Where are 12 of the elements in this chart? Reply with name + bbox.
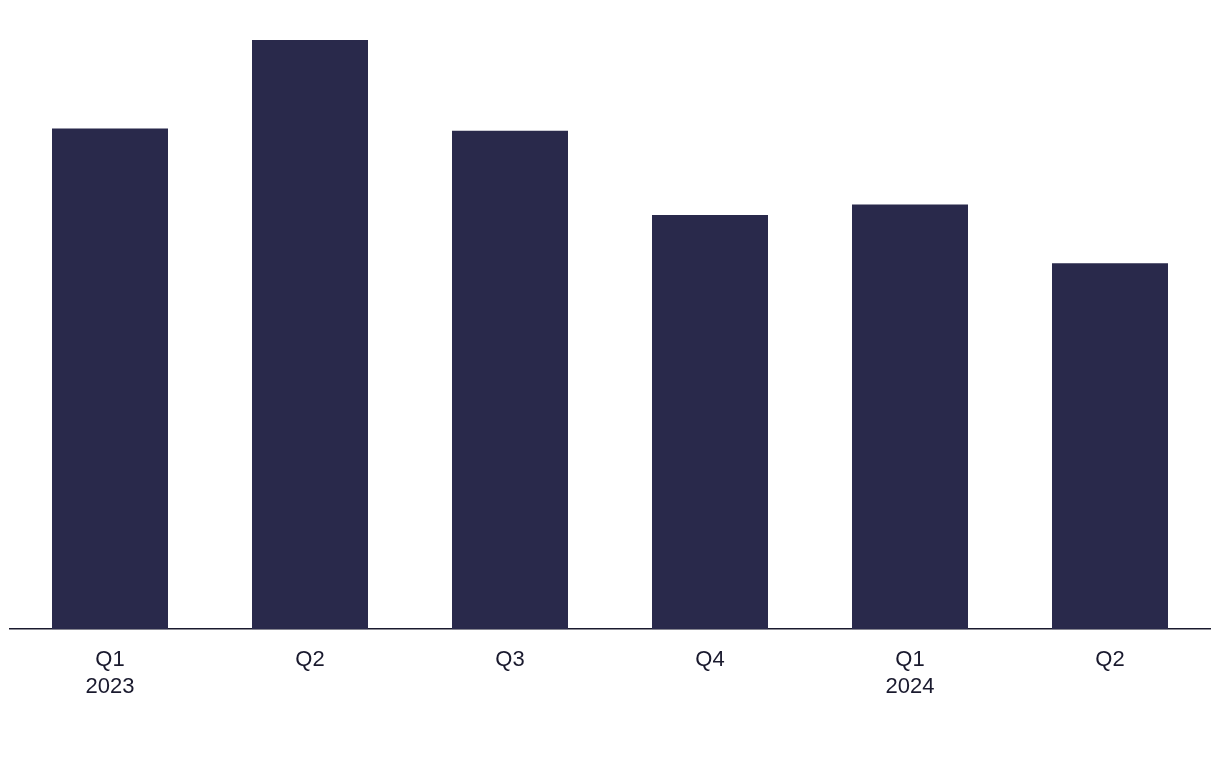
x-tick-label: Q1 2024: [885, 646, 935, 698]
x-tick-label: Q2: [295, 646, 325, 672]
bar: [252, 40, 368, 630]
bar: [652, 214, 768, 630]
x-tick-label: Q3: [495, 646, 525, 672]
bar: [1052, 263, 1168, 630]
x-tick-label: Q4: [695, 646, 725, 672]
bar: [452, 130, 568, 630]
bar: [852, 204, 968, 630]
x-tick-label: Q2: [1095, 646, 1125, 672]
x-tick-label: Q1 2023: [85, 646, 135, 698]
bar: [52, 128, 168, 630]
